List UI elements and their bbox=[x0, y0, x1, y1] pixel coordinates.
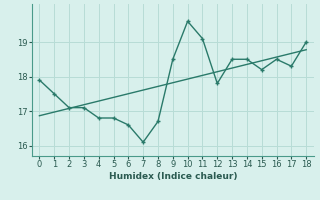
X-axis label: Humidex (Indice chaleur): Humidex (Indice chaleur) bbox=[108, 172, 237, 181]
